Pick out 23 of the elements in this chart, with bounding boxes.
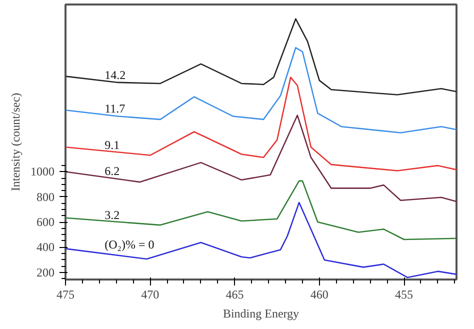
x-tick-label: 455	[395, 288, 414, 302]
y-axis-title: Intensity (count/sec)	[8, 92, 22, 192]
series-label: 3.2	[104, 208, 120, 222]
x-tick-label: 475	[56, 288, 74, 302]
line-series	[66, 180, 456, 240]
series-label: 11.7	[104, 102, 126, 116]
x-tick-label: 465	[226, 288, 244, 302]
y-tick-label: 600	[36, 215, 54, 230]
y-tick-label: 800	[36, 190, 54, 204]
series-label: 6.2	[104, 164, 120, 178]
x-tick-label: 460	[310, 288, 328, 302]
line-series	[66, 202, 456, 278]
x-axis-title: Binding Energy	[222, 306, 300, 320]
y-tick-label: 200	[36, 265, 54, 280]
series-label: 9.1	[104, 138, 120, 152]
line-series	[66, 18, 456, 96]
y-tick-label: 400	[36, 240, 54, 254]
line-series	[66, 46, 456, 134]
line-series	[66, 114, 456, 202]
series-label: 14.2	[104, 68, 126, 82]
series-label: (O₂)% = 0	[104, 238, 154, 252]
y-tick-label: 1000	[30, 164, 54, 179]
x-tick-label: 470	[141, 288, 160, 302]
